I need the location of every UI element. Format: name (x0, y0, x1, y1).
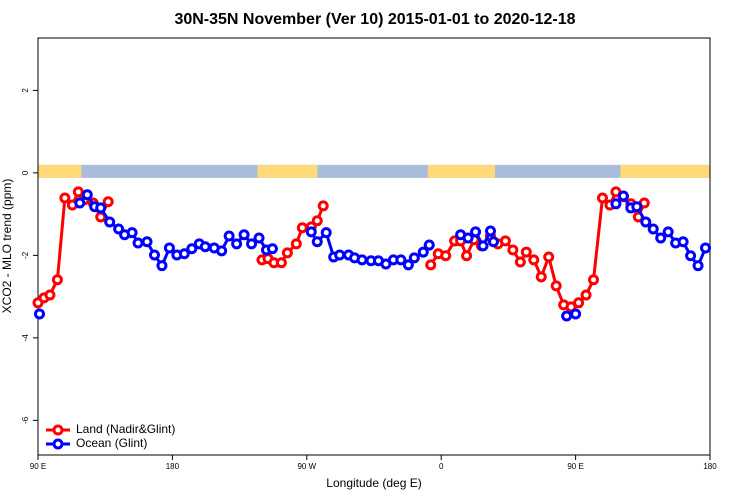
data-point (462, 232, 474, 244)
data-point (72, 186, 84, 198)
data-point (216, 245, 228, 257)
data-point (507, 244, 519, 256)
chart-title: 30N-35N November (Ver 10) 2015-01-01 to … (174, 11, 575, 28)
data-point (655, 232, 667, 244)
data-point (423, 239, 435, 251)
data-point (617, 190, 629, 202)
y-tick-label: -4 (21, 334, 30, 342)
data-point (477, 240, 489, 252)
x-axis-label: Longitude (deg E) (326, 476, 421, 490)
data-point (223, 230, 235, 242)
data-point (238, 229, 250, 241)
data-point (596, 192, 608, 204)
data-point (700, 242, 712, 254)
data-point (662, 226, 674, 238)
ocean-strip (38, 164, 710, 178)
data-point (395, 254, 407, 266)
x-tick-label: 0 (439, 462, 444, 471)
data-point (148, 249, 160, 261)
data-point (440, 250, 452, 262)
land-strip (38, 164, 82, 178)
data-point (570, 308, 582, 320)
data-point (199, 241, 211, 253)
data-point (95, 202, 107, 214)
data-point (253, 232, 265, 244)
x-tick-label: 180 (703, 462, 717, 471)
data-point (102, 196, 114, 208)
data-point (631, 201, 643, 213)
y-tick-label: -2 (21, 251, 30, 259)
data-point (356, 254, 368, 266)
land-strip (427, 164, 495, 178)
data-point (685, 250, 697, 262)
data-point (417, 246, 429, 258)
legend-marker (52, 424, 64, 436)
y-tick-label: -6 (21, 416, 30, 424)
land-strip (620, 164, 710, 178)
data-point (104, 216, 116, 228)
x-tick-label: 90 E (30, 462, 46, 471)
data-point (311, 215, 323, 227)
data-point (246, 238, 258, 250)
data-point (647, 223, 659, 235)
data-point (402, 259, 414, 271)
data-point (290, 238, 302, 250)
legend-label: Land (Nadir&Glint) (76, 422, 175, 436)
data-point (186, 243, 198, 255)
data-point (81, 189, 93, 201)
data-point (59, 192, 71, 204)
y-tick-label: 2 (21, 88, 30, 93)
data-point (305, 226, 317, 238)
data-point (163, 242, 175, 254)
data-point (156, 260, 168, 272)
data-point (520, 246, 532, 258)
data-point (588, 274, 600, 286)
data-point (408, 252, 420, 264)
data-point (231, 238, 243, 250)
data-point (692, 260, 704, 272)
data-point (550, 280, 562, 292)
data-point (296, 222, 308, 234)
data-point (44, 289, 56, 301)
y-tick-label: 0 (21, 170, 30, 175)
data-point (535, 271, 547, 283)
data-point (33, 308, 45, 320)
y-axis-label: XCO2 - MLO trend (ppm) (0, 179, 14, 314)
legend-label: Ocean (Glint) (76, 436, 147, 450)
data-point (499, 235, 511, 247)
data-point (132, 237, 144, 249)
data-point (470, 226, 482, 238)
data-point (487, 236, 499, 248)
data-point (543, 251, 555, 263)
data-point (610, 198, 622, 210)
legend-marker (52, 438, 64, 450)
data-point (573, 297, 585, 309)
data-point (141, 236, 153, 248)
data-point (281, 247, 293, 259)
data-point (484, 225, 496, 237)
x-tick-label: 90 E (567, 462, 583, 471)
data-point (461, 250, 473, 262)
data-point (640, 216, 652, 228)
data-point (334, 249, 346, 261)
data-point (178, 248, 190, 260)
x-tick-label: 90 W (297, 462, 316, 471)
data-point (425, 259, 437, 271)
data-point (126, 227, 138, 239)
land-strip (257, 164, 318, 178)
data-point (275, 257, 287, 269)
data-point (266, 243, 278, 255)
data-point (514, 256, 526, 268)
data-point (317, 200, 329, 212)
data-point (677, 236, 689, 248)
x-tick-label: 180 (166, 462, 180, 471)
data-point (51, 274, 63, 286)
data-point (74, 197, 86, 209)
data-point (528, 254, 540, 266)
data-point (320, 227, 332, 239)
data-point (311, 236, 323, 248)
data-point (561, 310, 573, 322)
data-point (580, 289, 592, 301)
